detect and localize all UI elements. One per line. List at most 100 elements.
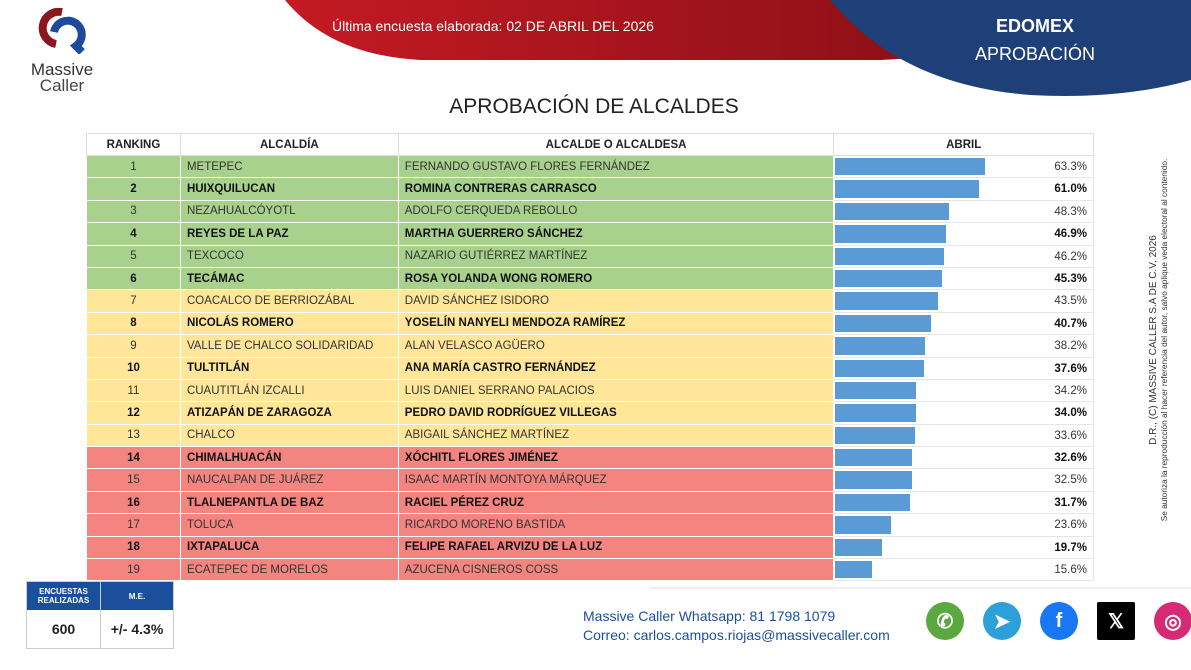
approval-bar [835,426,915,445]
me-label: M.E. [128,591,146,601]
approval-value: 38.2% [1054,340,1087,353]
mayor-name: ALAN VELASCO AGÜERO [397,334,835,358]
approval-cell: 37.6% [833,356,1094,380]
approval-cell: 40.7% [833,311,1094,336]
col-abril: ABRIL [833,133,1094,156]
municipio: TEXCOCO [179,244,399,268]
table-row: 14 CHIMALHUACÁN XÓCHITL FLORES JIMÉNEZ 3… [86,446,1094,470]
me-value: +/- 4.3% [110,621,164,637]
approval-cell: 63.3% [833,154,1094,179]
approval-cell: 32.5% [833,468,1094,492]
divider [650,587,1191,589]
approval-bar [835,269,943,288]
x-icon[interactable]: 𝕏 [1097,602,1135,640]
approval-value: 32.5% [1054,474,1087,487]
mayor-name: ROSA YOLANDA WONG ROMERO [397,266,835,291]
rank: 8 [86,311,181,336]
approval-cell: 43.5% [833,289,1094,313]
facebook-icon[interactable]: f [1040,602,1078,640]
municipio: REYES DE LA PAZ [179,222,399,246]
table-row: 7 COACALCO DE BERRIOZÁBAL DAVID SÁNCHEZ … [86,289,1094,313]
approval-value: 34.0% [1054,407,1087,420]
municipio: TECÁMAC [179,266,399,291]
municipio: TULTITLÁN [179,356,399,380]
approval-bar [835,471,912,489]
approval-cell: 46.2% [833,244,1094,268]
table-row: 19 ECATEPEC DE MORELOS AZUCENA CISNEROS … [86,558,1094,582]
rank: 5 [86,244,181,268]
survey-stats: ENCUESTAS REALIZADAS M.E. 600 +/- 4.3% [26,581,174,649]
approval-cell: 45.3% [833,266,1094,291]
approval-value: 48.3% [1054,205,1087,218]
region-name: EDOMEX [995,16,1074,36]
approval-bar [835,337,926,355]
rank: 10 [86,356,181,380]
rank: 9 [86,334,181,358]
table-row: 15 NAUCALPAN DE JUÁREZ ISAAC MARTÍN MONT… [86,468,1094,492]
rank: 7 [86,289,181,313]
rank: 13 [86,423,181,448]
municipio: METEPEC [179,154,399,179]
approval-value: 63.3% [1054,161,1087,173]
rank: 6 [86,266,181,291]
instagram-icon[interactable]: ◎ [1154,602,1191,640]
copyright-note: D.R., (C) MASSIVE CALLER S.A DE C.V, 202… [1148,158,1169,522]
municipio: NAUCALPAN DE JUÁREZ [179,468,399,492]
rank: 15 [86,468,181,492]
approval-value: 15.6% [1054,564,1087,577]
approval-cell: 34.0% [833,401,1094,425]
approval-cell: 46.9% [833,222,1094,246]
table-row: 17 TOLUCA RICARDO MORENO BASTIDA 23.6% [86,513,1094,537]
subject: APROBACIÓN [974,44,1096,64]
municipio: NICOLÁS ROMERO [179,311,399,336]
approval-bar [835,516,891,534]
mayor-name: FELIPE RAFAEL ARVIZU DE LA LUZ [397,535,835,560]
telegram-icon[interactable]: ➤ [983,602,1021,640]
approval-cell: 33.6% [833,423,1094,448]
col-ranking: RANKING [86,133,181,156]
approval-value: 19.7% [1054,541,1087,554]
approval-value: 37.6% [1054,362,1087,375]
approval-value: 32.6% [1054,452,1087,465]
whatsapp-icon[interactable]: ✆ [926,602,964,640]
table-row: 8 NICOLÁS ROMERO YOSELÍN NANYELI MENDOZA… [86,311,1094,336]
surveys-label: ENCUESTAS REALIZADAS [27,582,101,610]
table-row: 9 VALLE DE CHALCO SOLIDARIDAD ALAN VELAS… [86,334,1094,358]
municipio: VALLE DE CHALCO SOLIDARIDAD [179,334,399,358]
col-alcalde: ALCALDE O ALCALDESA [397,133,835,156]
rank: 2 [86,177,181,201]
municipio: IXTAPALUCA [179,535,399,560]
approval-cell: 32.6% [833,446,1094,470]
approval-cell: 48.3% [833,199,1094,224]
mayor-name: ANA MARÍA CASTRO FERNÁNDEZ [397,356,835,380]
email-contact: Correo: carlos.campos.riojas@massivecall… [583,627,890,643]
table-row: 3 NEZAHUALCÓYOTL ADOLFO CERQUEDA REBOLLO… [86,199,1094,224]
contact-info: Massive Caller Whatsapp: 81 1798 1079 Co… [583,607,890,645]
blue-banner [830,0,1191,96]
rank: 19 [86,558,181,582]
municipio: TOLUCA [179,513,399,537]
mayor-name: DAVID SÁNCHEZ ISIDORO [397,289,835,313]
municipio: NEZAHUALCÓYOTL [179,199,399,224]
municipio: CHIMALHUACÁN [179,446,399,470]
approval-cell: 38.2% [833,334,1094,358]
municipio: CHALCO [179,423,399,448]
table-row: 18 IXTAPALUCA FELIPE RAFAEL ARVIZU DE LA… [86,535,1094,560]
approval-cell: 23.6% [833,513,1094,537]
mayor-name: RACIEL PÉREZ CRUZ [397,490,835,515]
approval-bar [835,247,945,265]
rank: 11 [86,378,181,403]
mayor-name: ISAAC MARTÍN MONTOYA MÁRQUEZ [397,468,835,492]
approval-bar [835,538,882,557]
mayor-name: ROMINA CONTRERAS CARRASCO [397,177,835,201]
mayor-name: LUIS DANIEL SERRANO PALACIOS [397,378,835,403]
approval-bar [835,158,985,176]
mayor-name: YOSELÍN NANYELI MENDOZA RAMÍREZ [397,311,835,336]
approval-bar [835,404,916,422]
approval-cell: 31.7% [833,490,1094,515]
surveys-value: 600 [27,610,101,648]
logo-mark-icon [38,7,86,55]
ranking-table: RANKING ALCALDÍA ALCALDE O ALCALDESA ABR… [86,133,1094,582]
approval-bar [835,561,873,579]
table-header: RANKING ALCALDÍA ALCALDE O ALCALDESA ABR… [86,133,1094,156]
